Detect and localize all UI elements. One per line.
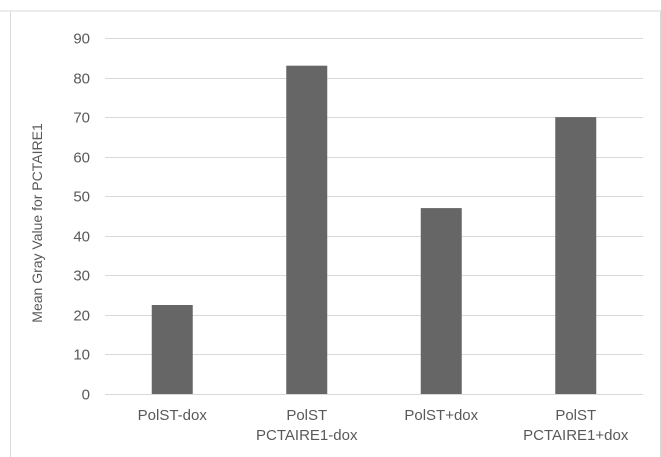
y-tick-labels: 0 10 20 30 40 50 60 70 80 90: [73, 31, 90, 404]
x-category-label-line: PCTAIRE1-dox: [256, 427, 358, 444]
y-tick-label: 10: [73, 347, 90, 364]
x-category-label: PolST PCTAIRE1+dox: [523, 407, 629, 444]
bar: [151, 305, 193, 394]
y-tick-label: 50: [73, 189, 90, 206]
y-tick-label: 20: [73, 308, 90, 325]
bars: [151, 65, 597, 394]
x-category-label: PolST PCTAIRE1-dox: [256, 407, 358, 444]
x-category-label: PolST-dox: [138, 407, 208, 424]
x-category-label-line: PolST: [286, 407, 327, 424]
bar: [555, 117, 597, 394]
y-tick-label: 30: [73, 268, 90, 285]
x-category-labels: PolST-dox PolST PCTAIRE1-dox PolST+dox PolST…: [138, 407, 629, 444]
bar: [420, 208, 462, 394]
bar: [286, 65, 328, 394]
y-tick-label: 0: [82, 387, 90, 404]
y-tick-label: 70: [73, 110, 90, 127]
x-category-label-line: PolST+dox: [404, 407, 478, 424]
x-category-label: PolST+dox: [404, 407, 478, 424]
y-tick-label: 60: [73, 150, 90, 167]
x-category-label-line: PolST: [555, 407, 596, 424]
y-tick-label: 40: [73, 229, 90, 246]
gridlines: [105, 38, 643, 355]
y-tick-label: 80: [73, 71, 90, 88]
x-category-label-line: PCTAIRE1+dox: [523, 427, 629, 444]
y-tick-label: 90: [73, 31, 90, 48]
x-category-label-line: PolST-dox: [138, 407, 208, 424]
y-axis-title: Mean Gray Value for PCTAIRE1: [29, 123, 45, 323]
